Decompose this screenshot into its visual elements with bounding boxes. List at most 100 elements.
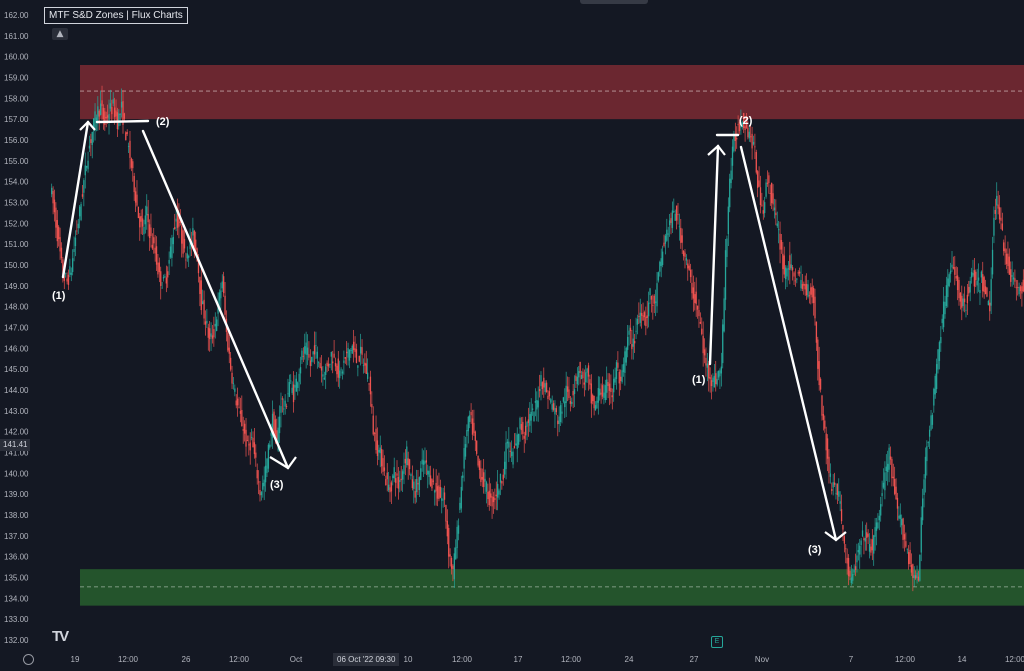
x-tick-label: 27 bbox=[690, 655, 699, 664]
candle-body bbox=[975, 271, 977, 281]
clock-icon[interactable] bbox=[23, 654, 34, 665]
candle-body bbox=[438, 485, 440, 500]
candle-body bbox=[263, 479, 265, 487]
candle-body bbox=[503, 461, 506, 475]
candle-body bbox=[143, 226, 145, 235]
candle-body bbox=[492, 496, 495, 503]
candle-body bbox=[885, 466, 887, 472]
candle-body bbox=[984, 286, 987, 294]
candle-body bbox=[599, 388, 601, 396]
candle-body bbox=[168, 260, 170, 264]
candle-body bbox=[259, 489, 261, 496]
y-tick-label: 134.00 bbox=[4, 594, 29, 603]
candle-body bbox=[76, 230, 78, 232]
candle-body bbox=[941, 318, 943, 324]
candle-body bbox=[856, 555, 858, 563]
x-tick-label: Nov bbox=[755, 655, 769, 664]
candle-body bbox=[501, 481, 503, 484]
candle-body bbox=[122, 101, 124, 125]
candle-body bbox=[1014, 278, 1016, 282]
candle-body bbox=[963, 298, 966, 303]
candle-body bbox=[896, 497, 899, 509]
candle-body bbox=[90, 139, 92, 144]
candle-body bbox=[250, 437, 253, 438]
candle-body bbox=[192, 228, 194, 236]
candle-body bbox=[656, 283, 658, 307]
candle-body bbox=[627, 336, 629, 350]
candle-body bbox=[541, 382, 544, 390]
candle-body bbox=[791, 267, 794, 271]
candle-body bbox=[568, 389, 570, 399]
candle-body bbox=[378, 449, 380, 453]
candle-body bbox=[280, 406, 282, 413]
candle-body bbox=[362, 365, 365, 367]
candle-body bbox=[449, 554, 451, 557]
candle-body bbox=[881, 493, 883, 496]
candle-body bbox=[839, 501, 841, 504]
candle-body bbox=[337, 358, 339, 378]
candle-body bbox=[538, 388, 541, 392]
candle-body bbox=[185, 259, 187, 261]
candle-body bbox=[691, 282, 693, 294]
y-tick-label: 157.00 bbox=[4, 115, 29, 124]
candle-body bbox=[153, 237, 155, 244]
candle-body bbox=[871, 539, 873, 551]
current-price-label: 141.41 bbox=[0, 439, 31, 451]
candle-body bbox=[150, 227, 152, 237]
candle-body bbox=[947, 278, 949, 297]
candle-body bbox=[590, 383, 592, 404]
candle-body bbox=[404, 458, 407, 464]
earnings-icon[interactable]: E bbox=[711, 636, 723, 648]
candle-body bbox=[431, 478, 433, 489]
candle-body bbox=[83, 180, 85, 193]
candle-body bbox=[642, 315, 644, 321]
indicator-label[interactable]: MTF S&D Zones | Flux Charts bbox=[44, 7, 188, 24]
candle-body bbox=[970, 272, 973, 278]
candle-body bbox=[892, 476, 894, 479]
candle-body bbox=[364, 362, 366, 366]
candle-body bbox=[84, 165, 86, 176]
tradingview-logo-icon[interactable]: TV bbox=[52, 628, 69, 645]
candle-body bbox=[206, 320, 208, 324]
candle-body bbox=[566, 386, 569, 392]
candle-body bbox=[926, 446, 928, 462]
candle-body bbox=[104, 111, 106, 126]
candle-body bbox=[369, 376, 372, 395]
candle-body bbox=[682, 251, 685, 256]
top-drag-handle[interactable] bbox=[580, 0, 648, 4]
candle-body bbox=[534, 400, 537, 403]
candle-body bbox=[955, 276, 957, 279]
candle-body bbox=[480, 468, 482, 483]
candle-body bbox=[571, 401, 573, 404]
candle-body bbox=[207, 327, 209, 338]
candle-body bbox=[860, 540, 862, 545]
candle-body bbox=[224, 295, 226, 315]
candle-body bbox=[171, 238, 173, 258]
candle-body bbox=[474, 431, 476, 441]
chevron-up-icon[interactable]: ▲ bbox=[52, 28, 68, 40]
candle-body bbox=[874, 527, 876, 537]
candle-body bbox=[283, 408, 285, 410]
candle-body bbox=[520, 424, 523, 431]
candle-body bbox=[835, 493, 837, 495]
y-tick-label: 162.00 bbox=[4, 11, 29, 20]
candle-body bbox=[715, 373, 717, 385]
candle-body bbox=[285, 406, 288, 407]
candle-body bbox=[155, 246, 158, 265]
candle-body bbox=[383, 467, 386, 471]
candle-body bbox=[243, 423, 246, 434]
candle-body bbox=[982, 274, 984, 292]
candle-body bbox=[801, 284, 804, 289]
candle-body bbox=[60, 247, 63, 259]
candle-body bbox=[548, 391, 551, 397]
candle-body bbox=[355, 349, 358, 363]
candle-body bbox=[864, 538, 866, 542]
candle-body bbox=[373, 433, 376, 434]
candle-body bbox=[517, 433, 520, 445]
candle-body bbox=[424, 461, 426, 464]
candle-body bbox=[629, 327, 632, 332]
candle-body bbox=[744, 126, 746, 130]
candle-body bbox=[680, 227, 682, 243]
